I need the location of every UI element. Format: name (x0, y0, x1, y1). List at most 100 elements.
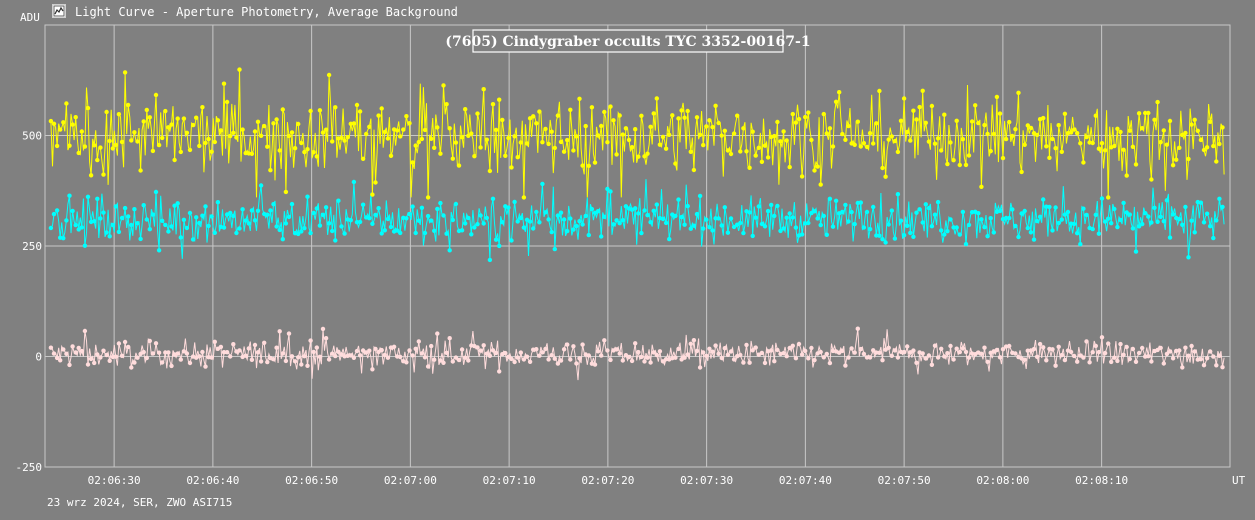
data-point (951, 158, 956, 163)
data-point (799, 174, 805, 179)
data-point (787, 164, 792, 170)
data-point (475, 111, 480, 116)
data-point (441, 83, 446, 88)
data-point (552, 145, 557, 151)
data-point (518, 140, 523, 145)
data-point (184, 225, 190, 231)
data-point (323, 205, 329, 210)
data-point (1130, 144, 1136, 149)
data-point (1220, 365, 1225, 370)
data-point (815, 164, 820, 169)
data-point (620, 358, 625, 363)
data-point (1136, 350, 1142, 356)
data-point (1158, 140, 1163, 145)
data-point (1041, 115, 1046, 121)
data-point (716, 216, 721, 221)
data-point (255, 208, 261, 213)
data-point (373, 180, 378, 185)
data-point (311, 210, 316, 216)
data-point (330, 139, 335, 144)
data-point (407, 348, 412, 353)
session-info: 23 wrz 2024, SER, ZWO ASI715 (47, 496, 233, 509)
data-point (113, 142, 119, 148)
data-point (840, 348, 845, 354)
data-point (1013, 223, 1018, 229)
data-point (113, 354, 119, 359)
data-point (793, 225, 799, 230)
data-point (487, 257, 493, 263)
data-point (704, 124, 709, 129)
data-point (861, 141, 867, 146)
data-point (710, 349, 715, 354)
data-point (153, 341, 159, 346)
data-point (1115, 126, 1120, 131)
data-point (1028, 125, 1034, 131)
data-point (1007, 119, 1012, 125)
data-point (79, 225, 85, 230)
data-point (827, 126, 833, 131)
data-point (407, 211, 412, 217)
data-point (1031, 237, 1037, 242)
data-point (926, 139, 932, 144)
data-point (772, 213, 777, 219)
chart-window-icon[interactable] (52, 4, 66, 18)
data-point (354, 348, 360, 354)
data-point (135, 221, 140, 226)
data-point (234, 230, 239, 236)
data-point (639, 354, 644, 360)
series-line (50, 179, 1225, 260)
data-point (435, 331, 440, 336)
data-point (580, 222, 585, 227)
data-point (951, 225, 956, 230)
data-point (456, 163, 462, 168)
data-point (252, 129, 258, 134)
data-point (280, 351, 285, 356)
data-point (728, 349, 734, 354)
data-point (370, 192, 375, 197)
data-point (271, 357, 276, 362)
x-tick-label: 02:08:10 (1075, 474, 1128, 487)
data-point (790, 215, 795, 220)
data-point (231, 130, 236, 135)
data-point (169, 122, 174, 127)
data-point (490, 196, 496, 201)
data-point (858, 200, 863, 205)
data-point (1220, 204, 1225, 210)
data-point (429, 136, 434, 141)
data-point (1164, 142, 1170, 147)
data-point (812, 357, 817, 363)
data-point (48, 118, 54, 124)
data-point (98, 216, 103, 221)
data-point (997, 208, 1003, 214)
data-point (765, 208, 771, 214)
data-point (710, 124, 715, 130)
data-point (419, 351, 425, 356)
data-point (518, 350, 523, 355)
data-point (1149, 359, 1154, 364)
data-point (314, 154, 319, 159)
data-point (194, 115, 199, 120)
data-point (589, 105, 595, 110)
data-point (249, 151, 255, 156)
data-point (840, 209, 845, 215)
data-point (880, 358, 885, 363)
data-point (620, 218, 625, 223)
data-point (336, 198, 341, 203)
data-point (877, 88, 882, 94)
data-point (119, 215, 125, 221)
data-point (750, 129, 755, 134)
data-point (901, 96, 907, 101)
data-point (1078, 242, 1083, 247)
data-point (138, 236, 143, 242)
data-point (441, 360, 446, 365)
data-point (1217, 353, 1222, 358)
data-point (506, 354, 511, 359)
data-point (385, 355, 391, 360)
data-point (441, 213, 446, 218)
data-point (1211, 143, 1216, 149)
data-point (966, 355, 972, 360)
data-point (676, 116, 681, 121)
data-point (231, 213, 236, 219)
data-point (1090, 140, 1095, 146)
data-point (292, 359, 298, 364)
